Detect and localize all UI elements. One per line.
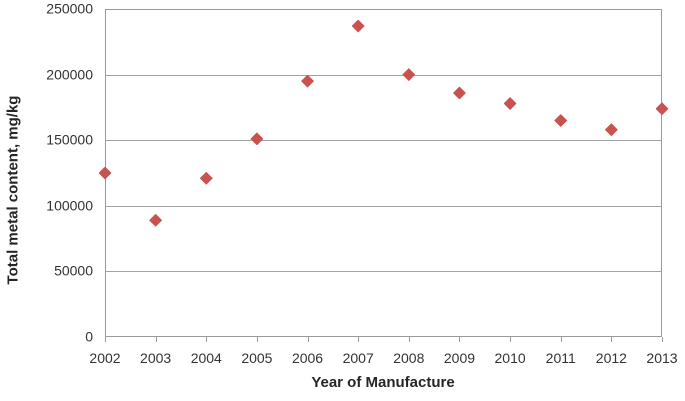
- y-gridline: [105, 74, 662, 76]
- data-point-2011: [554, 114, 568, 128]
- x-tick-mark: [307, 337, 309, 342]
- x-tick-mark: [206, 337, 208, 342]
- y-gridline: [105, 271, 662, 273]
- x-tick-label: 2010: [494, 350, 526, 366]
- data-point-2008: [402, 68, 416, 82]
- x-tick-mark: [510, 337, 512, 342]
- x-tick-mark: [459, 337, 461, 342]
- y-tick-label: 150000: [46, 131, 93, 148]
- y-axis-title: Total metal content, mg/kg: [4, 95, 22, 285]
- x-tick-label: 2002: [89, 350, 121, 366]
- y-gridline: [105, 205, 662, 207]
- x-tick-mark: [358, 337, 360, 342]
- data-point-2002: [98, 166, 112, 180]
- x-tick-label: 2005: [241, 350, 273, 366]
- data-point-2009: [452, 86, 466, 100]
- data-point-2007: [351, 19, 365, 33]
- x-tick-label: 2012: [595, 350, 627, 366]
- x-tick-mark: [611, 337, 613, 342]
- y-tick-label: 0: [85, 328, 93, 345]
- y-tick-label: 100000: [46, 197, 93, 214]
- y-tick-label: 50000: [54, 263, 93, 280]
- data-point-2010: [503, 96, 517, 110]
- data-point-2013: [655, 102, 669, 116]
- data-point-2003: [149, 213, 163, 227]
- x-tick-label: 2003: [140, 350, 172, 366]
- x-tick-label: 2007: [342, 350, 374, 366]
- x-tick-mark: [408, 337, 410, 342]
- x-axis-title: Year of Manufacture: [311, 374, 455, 391]
- data-point-2006: [301, 74, 315, 88]
- x-tick-mark: [105, 337, 106, 342]
- y-tick-label: 200000: [46, 66, 93, 83]
- data-point-2005: [250, 132, 264, 146]
- x-tick-label: 2008: [393, 350, 425, 366]
- x-tick-mark: [662, 337, 663, 342]
- data-point-2004: [199, 171, 213, 185]
- x-tick-label: 2009: [443, 350, 476, 366]
- plot-area: [105, 9, 662, 337]
- y-tick-label: 250000: [46, 0, 93, 17]
- x-tick-label: 2004: [190, 350, 222, 366]
- x-tick-mark: [256, 337, 258, 342]
- x-tick-label: 2006: [291, 350, 324, 366]
- x-tick-mark: [560, 337, 562, 342]
- x-tick-mark: [155, 337, 157, 342]
- data-point-2012: [604, 123, 618, 137]
- y-gridline: [105, 140, 662, 142]
- x-tick-label: 2011: [545, 350, 576, 366]
- x-tick-label: 2013: [646, 350, 678, 366]
